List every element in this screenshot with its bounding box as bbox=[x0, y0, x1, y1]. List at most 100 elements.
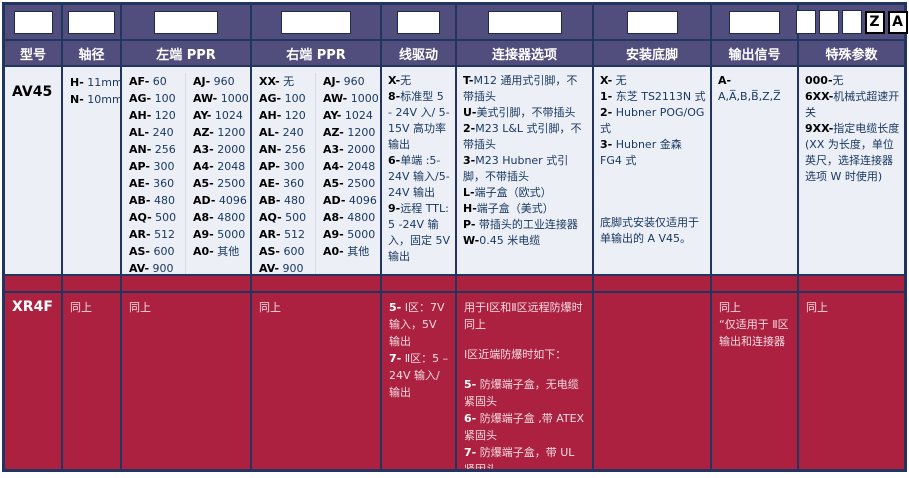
option-code: U- bbox=[463, 106, 477, 119]
ppr-option: A8- 4800 bbox=[186, 209, 250, 226]
option-value: 4800 bbox=[217, 211, 246, 224]
separator-cell bbox=[799, 276, 904, 291]
option-code: A5- bbox=[323, 177, 344, 190]
order-code-input-shaft[interactable] bbox=[68, 10, 115, 34]
output-signal-option: 同上 bbox=[719, 299, 792, 316]
option-code: AJ- bbox=[323, 75, 341, 88]
option-code: L- bbox=[463, 186, 475, 199]
option-value: 960 bbox=[213, 75, 235, 88]
option-value: 11mm bbox=[87, 76, 120, 89]
option-text: 用于Ⅰ区和Ⅱ区远程防爆时同上 bbox=[464, 301, 583, 331]
order-code-cell-right-ppr bbox=[252, 5, 380, 39]
option-code: AE- bbox=[259, 177, 280, 190]
mounting-option: 3- Hubner 金森 FG4 式 bbox=[600, 137, 706, 169]
option-code: AD- bbox=[193, 194, 216, 207]
option-value: 600 bbox=[283, 245, 305, 258]
option-value: 2000 bbox=[217, 143, 246, 156]
option-value: 1024 bbox=[214, 109, 243, 122]
xr4f-right-ppr-cell: 同上 bbox=[252, 293, 380, 469]
order-code-input-model[interactable] bbox=[13, 10, 53, 34]
ppr-option: AS- 600 bbox=[122, 243, 185, 260]
option-code: H- bbox=[70, 76, 84, 89]
option-code: XX- bbox=[259, 75, 280, 88]
option-value: 100 bbox=[284, 92, 306, 105]
option-code: AF- bbox=[129, 75, 150, 88]
special-digit-box[interactable] bbox=[795, 10, 816, 34]
ppr-option: AL- 240 bbox=[122, 124, 185, 141]
option-code: AW- bbox=[323, 92, 348, 105]
ppr-option: A0- 其他 bbox=[186, 243, 250, 260]
option-value: 480 bbox=[153, 194, 175, 207]
order-code-input-connector[interactable] bbox=[487, 10, 562, 34]
option-value: 其他 bbox=[347, 245, 370, 258]
ppr-option: AH- 120 bbox=[122, 107, 185, 124]
option-code: AS- bbox=[259, 245, 281, 258]
option-code: AY- bbox=[323, 109, 342, 122]
ppr-option: A4- 2048 bbox=[186, 158, 250, 175]
ppr-option: AY- 1024 bbox=[186, 107, 250, 124]
option-text: 带插头的工业连接器 bbox=[475, 218, 578, 231]
option-code: A8- bbox=[323, 211, 344, 224]
ppr-option: AS- 600 bbox=[252, 243, 315, 260]
option-code: P- bbox=[463, 218, 476, 231]
special-digit-box[interactable] bbox=[818, 10, 839, 34]
ppr-option: AV- 900 bbox=[122, 260, 185, 274]
special-option: 000-无 bbox=[805, 73, 900, 89]
option-text: 底脚式安装仅适用于单输出的 A V45。 bbox=[600, 216, 699, 245]
option-text: 防爆端子盒 ,带 ATEX 紧固头 bbox=[464, 412, 585, 442]
ppr-option: A5- 2500 bbox=[186, 175, 250, 192]
option-value: 360 bbox=[153, 177, 175, 190]
option-value: 480 bbox=[283, 194, 305, 207]
order-code-cell-output bbox=[712, 5, 797, 39]
order-code-input-left-ppr[interactable] bbox=[154, 10, 218, 34]
ppr-option: AP- 300 bbox=[252, 158, 315, 175]
order-code-input-line-driver[interactable] bbox=[397, 10, 440, 34]
ppr-option: A9- 5000 bbox=[186, 226, 250, 243]
ppr-option: XX- 无 bbox=[252, 73, 315, 90]
order-code-input-output[interactable] bbox=[729, 10, 780, 34]
option-code: AR- bbox=[129, 228, 151, 241]
option-value: 256 bbox=[284, 143, 306, 156]
option-code: AD- bbox=[323, 194, 346, 207]
special-code-group: Z A bbox=[795, 10, 908, 34]
option-value: 2500 bbox=[347, 177, 376, 190]
mounting-option: X- 无 bbox=[600, 73, 706, 89]
ppr-option: AB- 480 bbox=[122, 192, 185, 209]
option-code: AB- bbox=[259, 194, 281, 207]
av45-output-signal-cell: A- A,A̅,B,B̅,Z,Z̅ bbox=[712, 67, 797, 274]
xr4f-mounting-cell bbox=[594, 293, 710, 469]
option-code: AR- bbox=[259, 228, 281, 241]
ppr-option: AW- 1000 bbox=[316, 90, 380, 107]
connector-option: 2-M23 L&L 式引脚，不带插头 bbox=[463, 121, 588, 153]
option-text: 端子盒（欧式） bbox=[474, 186, 552, 199]
option-code: A3- bbox=[323, 143, 344, 156]
order-code-input-mounting[interactable] bbox=[626, 10, 678, 34]
option-code: AL- bbox=[129, 126, 150, 139]
ppr-option: AP- 300 bbox=[122, 158, 185, 175]
order-code-cell-model bbox=[5, 5, 61, 39]
ppr-option: AH- 120 bbox=[252, 107, 315, 124]
option-text: Ⅱ区：5 –24V 输入/输出 bbox=[389, 352, 449, 399]
option-value: 2000 bbox=[347, 143, 376, 156]
option-code: AQ- bbox=[259, 211, 282, 224]
order-code-input-right-ppr[interactable] bbox=[281, 10, 351, 34]
option-value: 500 bbox=[285, 211, 307, 224]
option-code: AP- bbox=[129, 160, 150, 173]
header-model: 型号 bbox=[5, 41, 61, 65]
option-code: 6- bbox=[388, 154, 401, 167]
ppr-option: AB- 480 bbox=[252, 192, 315, 209]
mounting-option: 2- Hubner POG/OG 式 bbox=[600, 105, 706, 137]
option-code: AG- bbox=[259, 92, 282, 105]
option-value: 4096 bbox=[348, 194, 377, 207]
option-value: 120 bbox=[154, 109, 176, 122]
special-digit-box[interactable] bbox=[841, 10, 862, 34]
connector-option: Ⅰ区近端防爆时如下： bbox=[464, 346, 587, 363]
ppr-option: A5- 2500 bbox=[316, 175, 380, 192]
option-code: AH- bbox=[259, 109, 282, 122]
option-code: A9- bbox=[193, 228, 214, 241]
option-code: AZ- bbox=[323, 126, 344, 139]
option-text: 无 bbox=[400, 74, 412, 87]
xr4f-left-ppr-cell: 同上 bbox=[122, 293, 250, 469]
fixed-code-a-box: A bbox=[887, 10, 908, 34]
